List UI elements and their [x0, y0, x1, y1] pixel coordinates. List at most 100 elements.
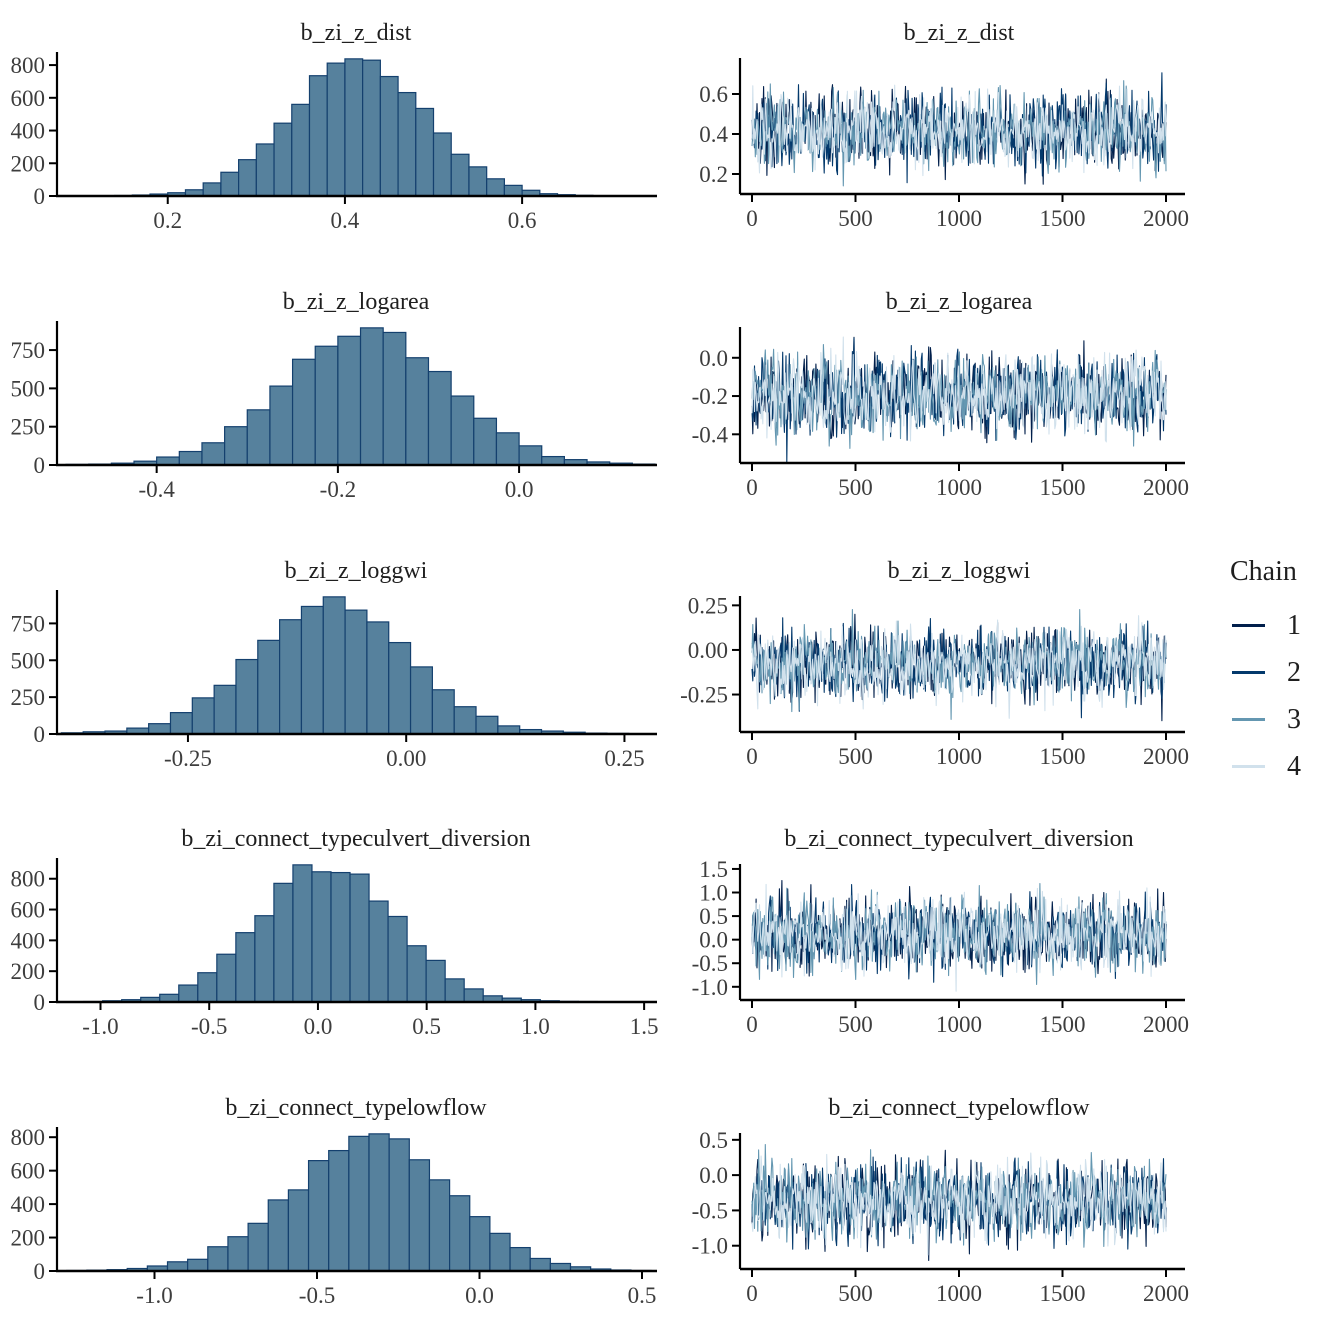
svg-text:0.5: 0.5 [628, 1283, 657, 1308]
svg-text:1500: 1500 [1040, 1281, 1086, 1306]
svg-text:1.0: 1.0 [699, 881, 728, 906]
svg-text:1000: 1000 [936, 1012, 982, 1037]
parameter-row-b_zi_z_logarea: b_zi_z_logarea 0 250 500 750 -0.4 -0.2 0.0 b_zi… [0, 269, 1344, 538]
chain-2-line-swatch [1232, 671, 1265, 674]
parameter-row-b_zi_z_dist: b_zi_z_dist 0 200 400 600 800 0.2 0.4 0.6 b_zi_z… [0, 0, 1344, 269]
svg-text:b_zi_z_dist: b_zi_z_dist [301, 20, 412, 46]
svg-text:1500: 1500 [1040, 1012, 1086, 1037]
svg-text:-0.2: -0.2 [320, 477, 356, 502]
svg-text:b_zi_z_dist: b_zi_z_dist [904, 20, 1015, 46]
svg-text:0: 0 [34, 1259, 46, 1284]
legend-entry-chain-4: 4 [1222, 743, 1301, 790]
legend-title: Chain [1230, 556, 1297, 587]
svg-text:-0.25: -0.25 [680, 682, 728, 707]
svg-text:250: 250 [11, 685, 46, 710]
svg-text:-0.2: -0.2 [692, 384, 728, 409]
histogram-b_zi_connect_typelowflow: b_zi_connect_typelowflow 0 200 400 600 800 -1.… [11, 1095, 657, 1308]
svg-text:0: 0 [746, 1012, 758, 1037]
svg-text:1500: 1500 [1040, 206, 1086, 231]
trace-plot-b_zi_z_loggwi: b_zi_z_loggwi 0.25 0.00 -0.25 0 500 1000 1500 20… [680, 558, 1189, 769]
legend-entry-chain-1: 1 [1222, 602, 1301, 649]
svg-text:500: 500 [838, 1012, 873, 1037]
svg-text:0: 0 [34, 184, 46, 209]
svg-text:-0.5: -0.5 [692, 952, 728, 977]
chain-4-label: 4 [1287, 750, 1301, 782]
svg-text:2000: 2000 [1143, 1012, 1189, 1037]
svg-text:b_zi_z_logarea: b_zi_z_logarea [283, 289, 430, 315]
svg-text:0.00: 0.00 [688, 638, 728, 663]
svg-text:250: 250 [11, 414, 46, 439]
svg-text:0.0: 0.0 [505, 477, 534, 502]
svg-text:0: 0 [746, 1281, 758, 1306]
svg-text:-0.25: -0.25 [164, 746, 212, 771]
trace-plot-b_zi_connect_typelowflow: b_zi_connect_typelowflow 0.5 0.0 -0.5 -1.0 0 5… [692, 1095, 1189, 1306]
trace-plot-b_zi_z_dist: b_zi_z_dist 0.6 0.4 0.2 0 500 1000 1500 2000 [699, 20, 1189, 231]
svg-text:800: 800 [11, 1125, 46, 1150]
parameter-row-b_zi_z_loggwi: b_zi_z_loggwi 0 250 500 750 -0.25 0.00 0.25 b_z… [0, 538, 1344, 807]
svg-text:400: 400 [11, 929, 46, 954]
svg-text:600: 600 [11, 898, 46, 923]
histogram-b_zi_z_logarea: b_zi_z_logarea 0 250 500 750 -0.4 -0.2 0.0 [11, 289, 657, 502]
svg-text:-1.0: -1.0 [692, 1234, 728, 1259]
svg-text:0: 0 [746, 744, 758, 769]
svg-text:0.0: 0.0 [699, 1163, 728, 1188]
chain-3-line-swatch [1232, 718, 1265, 721]
svg-text:800: 800 [11, 867, 46, 892]
svg-text:-0.5: -0.5 [692, 1199, 728, 1224]
svg-text:2000: 2000 [1143, 744, 1189, 769]
trace-plot-b_zi_z_logarea: b_zi_z_logarea 0.0 -0.2 -0.4 0 500 1000 1500 200… [692, 289, 1189, 500]
chain-3-label: 3 [1287, 703, 1301, 735]
svg-text:0: 0 [34, 722, 46, 747]
svg-text:2000: 2000 [1143, 1281, 1189, 1306]
svg-text:0.00: 0.00 [386, 746, 426, 771]
svg-text:0: 0 [34, 990, 46, 1015]
svg-text:400: 400 [11, 119, 46, 144]
parameter-row-b_zi_connect_typeculvert_diversion: b_zi_connect_typeculvert_diversion 0 200 40… [0, 806, 1344, 1075]
svg-text:1.0: 1.0 [521, 1014, 550, 1039]
svg-text:600: 600 [11, 86, 46, 111]
svg-text:0: 0 [746, 475, 758, 500]
svg-text:0: 0 [34, 453, 46, 478]
svg-text:0.25: 0.25 [688, 593, 728, 618]
svg-text:500: 500 [838, 1281, 873, 1306]
svg-text:0.25: 0.25 [604, 746, 644, 771]
svg-text:b_zi_z_loggwi: b_zi_z_loggwi [285, 558, 428, 584]
chain-4-line-swatch [1232, 765, 1265, 768]
svg-text:0.4: 0.4 [331, 208, 360, 233]
svg-text:1.5: 1.5 [699, 857, 728, 882]
svg-text:1500: 1500 [1040, 475, 1086, 500]
chain-2-label: 2 [1287, 656, 1301, 688]
svg-text:1.5: 1.5 [630, 1014, 659, 1039]
svg-text:-1.0: -1.0 [692, 975, 728, 1000]
svg-text:200: 200 [11, 151, 46, 176]
svg-text:0.5: 0.5 [699, 904, 728, 929]
svg-text:2000: 2000 [1143, 206, 1189, 231]
svg-text:500: 500 [838, 475, 873, 500]
svg-text:0.6: 0.6 [699, 82, 728, 107]
svg-text:-0.4: -0.4 [692, 422, 729, 447]
svg-text:0.0: 0.0 [699, 346, 728, 371]
svg-text:0.0: 0.0 [304, 1014, 333, 1039]
legend-entry-chain-2: 2 [1222, 649, 1301, 696]
svg-text:-0.5: -0.5 [299, 1283, 335, 1308]
svg-text:750: 750 [11, 338, 46, 363]
svg-text:-0.4: -0.4 [138, 477, 175, 502]
svg-text:200: 200 [11, 1226, 46, 1251]
svg-text:b_zi_connect_typeculvert_diver: b_zi_connect_typeculvert_diversion [784, 826, 1133, 852]
svg-text:0.4: 0.4 [699, 122, 728, 147]
histogram-b_zi_z_dist: b_zi_z_dist 0 200 400 600 800 0.2 0.4 0.6 [11, 20, 657, 233]
svg-text:b_zi_z_loggwi: b_zi_z_loggwi [888, 558, 1031, 584]
svg-text:0.6: 0.6 [508, 208, 537, 233]
svg-text:2000: 2000 [1143, 475, 1189, 500]
histogram-b_zi_connect_typeculvert_diversion: b_zi_connect_typeculvert_diversion 0 200 40… [11, 826, 659, 1039]
svg-text:500: 500 [838, 744, 873, 769]
histogram-b_zi_z_loggwi: b_zi_z_loggwi 0 250 500 750 -0.25 0.00 0.25 [11, 558, 657, 771]
svg-text:1000: 1000 [936, 475, 982, 500]
svg-text:b_zi_connect_typelowflow: b_zi_connect_typelowflow [828, 1095, 1090, 1121]
svg-text:1000: 1000 [936, 744, 982, 769]
svg-text:1500: 1500 [1040, 744, 1086, 769]
svg-text:0.0: 0.0 [465, 1283, 494, 1308]
svg-text:0: 0 [746, 206, 758, 231]
chain-1-label: 1 [1287, 609, 1301, 641]
